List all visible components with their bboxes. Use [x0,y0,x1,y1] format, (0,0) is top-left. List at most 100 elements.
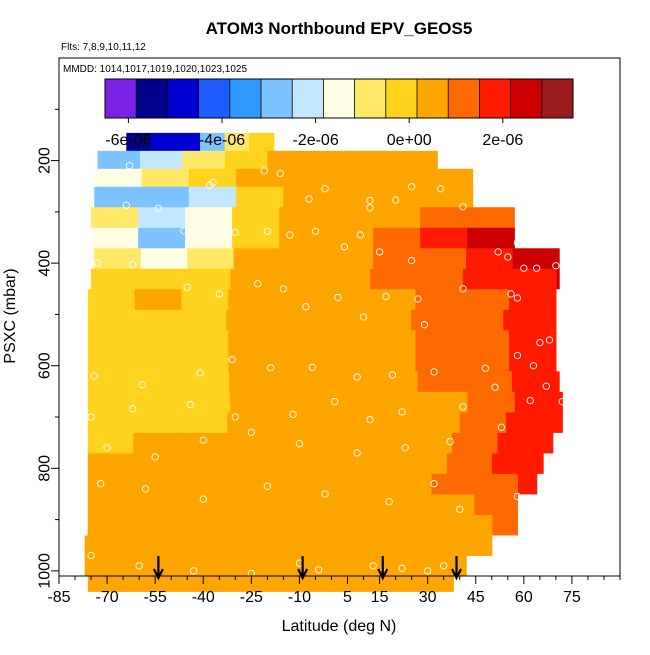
sample-point [263,482,272,490]
colorbar-swatch [198,79,231,118]
sample-point [186,401,195,409]
sample-point [260,167,268,175]
sample-point [141,485,150,493]
y-axis-label: PSXC (mbar) [2,268,19,363]
sample-point [199,495,207,503]
sample-point [356,231,364,239]
sample-point [206,181,214,189]
sample-point [513,351,522,360]
sample-point [331,397,339,406]
sample-point [520,264,528,272]
y-tick-label: 200 [37,147,54,174]
sample-point [385,497,393,506]
sample-point [542,382,550,390]
sample-point [154,204,163,212]
sample-point [353,449,361,457]
colorbar-tick-label: 0e+00 [387,132,432,149]
sample-point [295,440,304,448]
colorbar-tick-label: -2e-06 [292,132,338,149]
sample-point [353,373,361,381]
sample-point [276,169,284,178]
sample-point [513,294,522,302]
sample-point [430,480,438,488]
x-axis-label: Latitude (deg N) [282,618,397,635]
sample-point [436,185,445,193]
colorbar-swatch [510,79,543,118]
sample-point [129,405,137,413]
sample-point [266,364,275,372]
colorbar-swatch [417,79,449,118]
sample-point [180,227,188,235]
sample-point [459,203,467,211]
profile-markers [152,556,462,581]
sample-point [315,566,323,574]
sample-point [189,567,198,575]
sample-point [533,264,541,272]
sample-point [289,410,297,419]
sample-point [430,368,438,376]
heatmap-layers [84,132,563,592]
colorbar-swatch [385,79,418,118]
chart-title: ATOM3 Northbound EPV_GEOS5 [206,19,473,38]
colorbar-swatch [229,79,262,118]
colorbar-swatch [479,79,512,118]
sample-point [334,293,342,302]
x-tick-label: -70 [96,589,119,606]
sample-point [497,423,506,431]
colorbar-swatch [292,79,324,118]
colorbar-swatch [323,79,356,118]
flights-annotation: Flts: 7,8,9,10,11,12 [61,42,146,53]
sample-point [231,413,239,421]
sample-point [552,262,560,270]
sample-point [545,336,554,344]
sample-point [286,231,294,239]
profile-arrow [297,556,309,581]
sample-point [424,567,432,575]
sample-point [513,238,522,247]
heatmap-cell [270,550,333,592]
sample-point [122,201,130,209]
sample-point [215,290,223,298]
sample-point [440,562,448,570]
sample-point [459,403,467,411]
sample-point [125,162,134,170]
sample-point [196,369,204,377]
sample-point [263,227,272,236]
sample-point [228,355,236,364]
sample-point [513,492,522,501]
sample-point [398,408,406,416]
dates-annotation: MMDD: 1014,1017,1019,1020,1023,1025 [63,64,247,75]
sample-point [199,436,207,444]
sample-point [366,196,374,205]
heatmap-cell [209,550,272,592]
sample-point [391,196,400,204]
sample-point [247,428,255,437]
x-axis: -85 -70 -55 -40 -25 -10 5 15 30 45 60 75 [47,576,621,606]
sample-point [279,285,288,293]
y-tick-label: 400 [37,250,54,277]
sample-point [90,372,98,380]
profile-arrow [152,556,164,581]
sample-point [536,338,544,347]
sample-point [481,364,490,372]
sample-point [491,383,499,391]
sample-point [302,303,310,311]
x-tick-label: -85 [47,589,70,606]
colorbar-tick-label: -4e-06 [199,132,245,149]
sample-point [366,204,374,212]
sample-point [321,185,329,193]
y-axis: 200 400 600 800 1000 [37,108,59,589]
colorbar-swatch [448,79,480,118]
sample-point [456,505,464,513]
sample-point [407,256,416,265]
sample-point [231,228,239,237]
sample-point [311,227,320,236]
sample-point [183,283,191,291]
sample-point [382,292,390,301]
sample-point [459,285,467,293]
x-tick-label: 30 [419,589,437,606]
sample-point [504,253,512,261]
sample-point [359,313,368,321]
colorbar-swatch [541,79,574,118]
